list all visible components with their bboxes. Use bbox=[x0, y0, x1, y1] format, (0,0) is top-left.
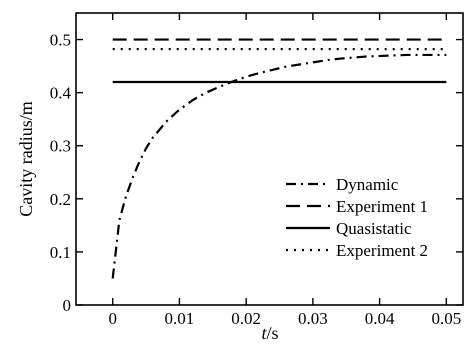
y-tick-label: 0.2 bbox=[50, 190, 71, 209]
legend-label: Quasistatic bbox=[336, 219, 412, 238]
plot-area-frame bbox=[75, 12, 464, 306]
y-axis-label: Cavity radius/m bbox=[16, 101, 36, 217]
y-tick-label: 0.1 bbox=[50, 243, 71, 262]
x-tick-label: 0.05 bbox=[431, 309, 461, 328]
x-tick-label: 0.02 bbox=[231, 309, 261, 328]
x-axis-label: t/s bbox=[261, 323, 278, 343]
y-tick-label: 0.5 bbox=[50, 31, 71, 50]
x-axis-label-unit: /s bbox=[267, 323, 279, 343]
legend-label: Experiment 1 bbox=[336, 197, 428, 216]
x-tick-label: 0.01 bbox=[165, 309, 195, 328]
x-tick-label: 0 bbox=[108, 309, 117, 328]
x-tick-label: 0.03 bbox=[298, 309, 328, 328]
y-tick-label: 0.3 bbox=[50, 137, 71, 156]
legend-label: Dynamic bbox=[336, 175, 399, 194]
legend-label: Experiment 2 bbox=[336, 241, 428, 260]
axes-layer: 0 0.01 0.02 0.03 0.04 0.05 0 0.1 0.2 0.3 0.4 0.5 bbox=[50, 13, 463, 328]
x-tick-label: 0.04 bbox=[365, 309, 395, 328]
legend: Dynamic Experiment 1 Quasistatic Experiment… bbox=[286, 175, 428, 260]
series-layer bbox=[111, 38, 447, 279]
y-tick-label: 0 bbox=[63, 296, 72, 315]
series-line-dynamic bbox=[111, 53, 447, 279]
x-axis-label-variable: t bbox=[261, 323, 267, 343]
y-tick-label: 0.4 bbox=[50, 84, 72, 103]
